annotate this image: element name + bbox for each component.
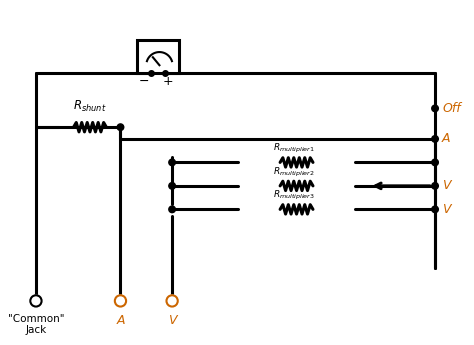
Circle shape bbox=[432, 159, 438, 166]
Text: V: V bbox=[168, 314, 176, 327]
Circle shape bbox=[169, 206, 175, 213]
Circle shape bbox=[30, 295, 42, 307]
Circle shape bbox=[115, 295, 126, 307]
Text: −: − bbox=[139, 75, 149, 88]
Circle shape bbox=[432, 206, 438, 213]
Text: $R_{multiplier3}$: $R_{multiplier3}$ bbox=[273, 189, 315, 202]
Circle shape bbox=[432, 105, 438, 112]
Text: Jack: Jack bbox=[25, 325, 46, 335]
Circle shape bbox=[169, 159, 175, 166]
Text: $R_{multiplier2}$: $R_{multiplier2}$ bbox=[273, 166, 315, 179]
Text: +: + bbox=[163, 75, 173, 88]
Text: A: A bbox=[116, 314, 125, 327]
Text: V: V bbox=[442, 203, 451, 216]
FancyBboxPatch shape bbox=[137, 40, 179, 73]
Text: $R_{shunt}$: $R_{shunt}$ bbox=[73, 99, 107, 114]
Circle shape bbox=[432, 136, 438, 142]
Text: "Common": "Common" bbox=[8, 314, 64, 324]
Text: A: A bbox=[442, 132, 451, 146]
Circle shape bbox=[432, 183, 438, 189]
Circle shape bbox=[166, 295, 178, 307]
Text: $R_{multiplier1}$: $R_{multiplier1}$ bbox=[273, 142, 315, 155]
Text: V: V bbox=[442, 179, 451, 193]
Circle shape bbox=[169, 183, 175, 189]
Circle shape bbox=[117, 124, 124, 130]
Text: Off: Off bbox=[442, 102, 461, 115]
